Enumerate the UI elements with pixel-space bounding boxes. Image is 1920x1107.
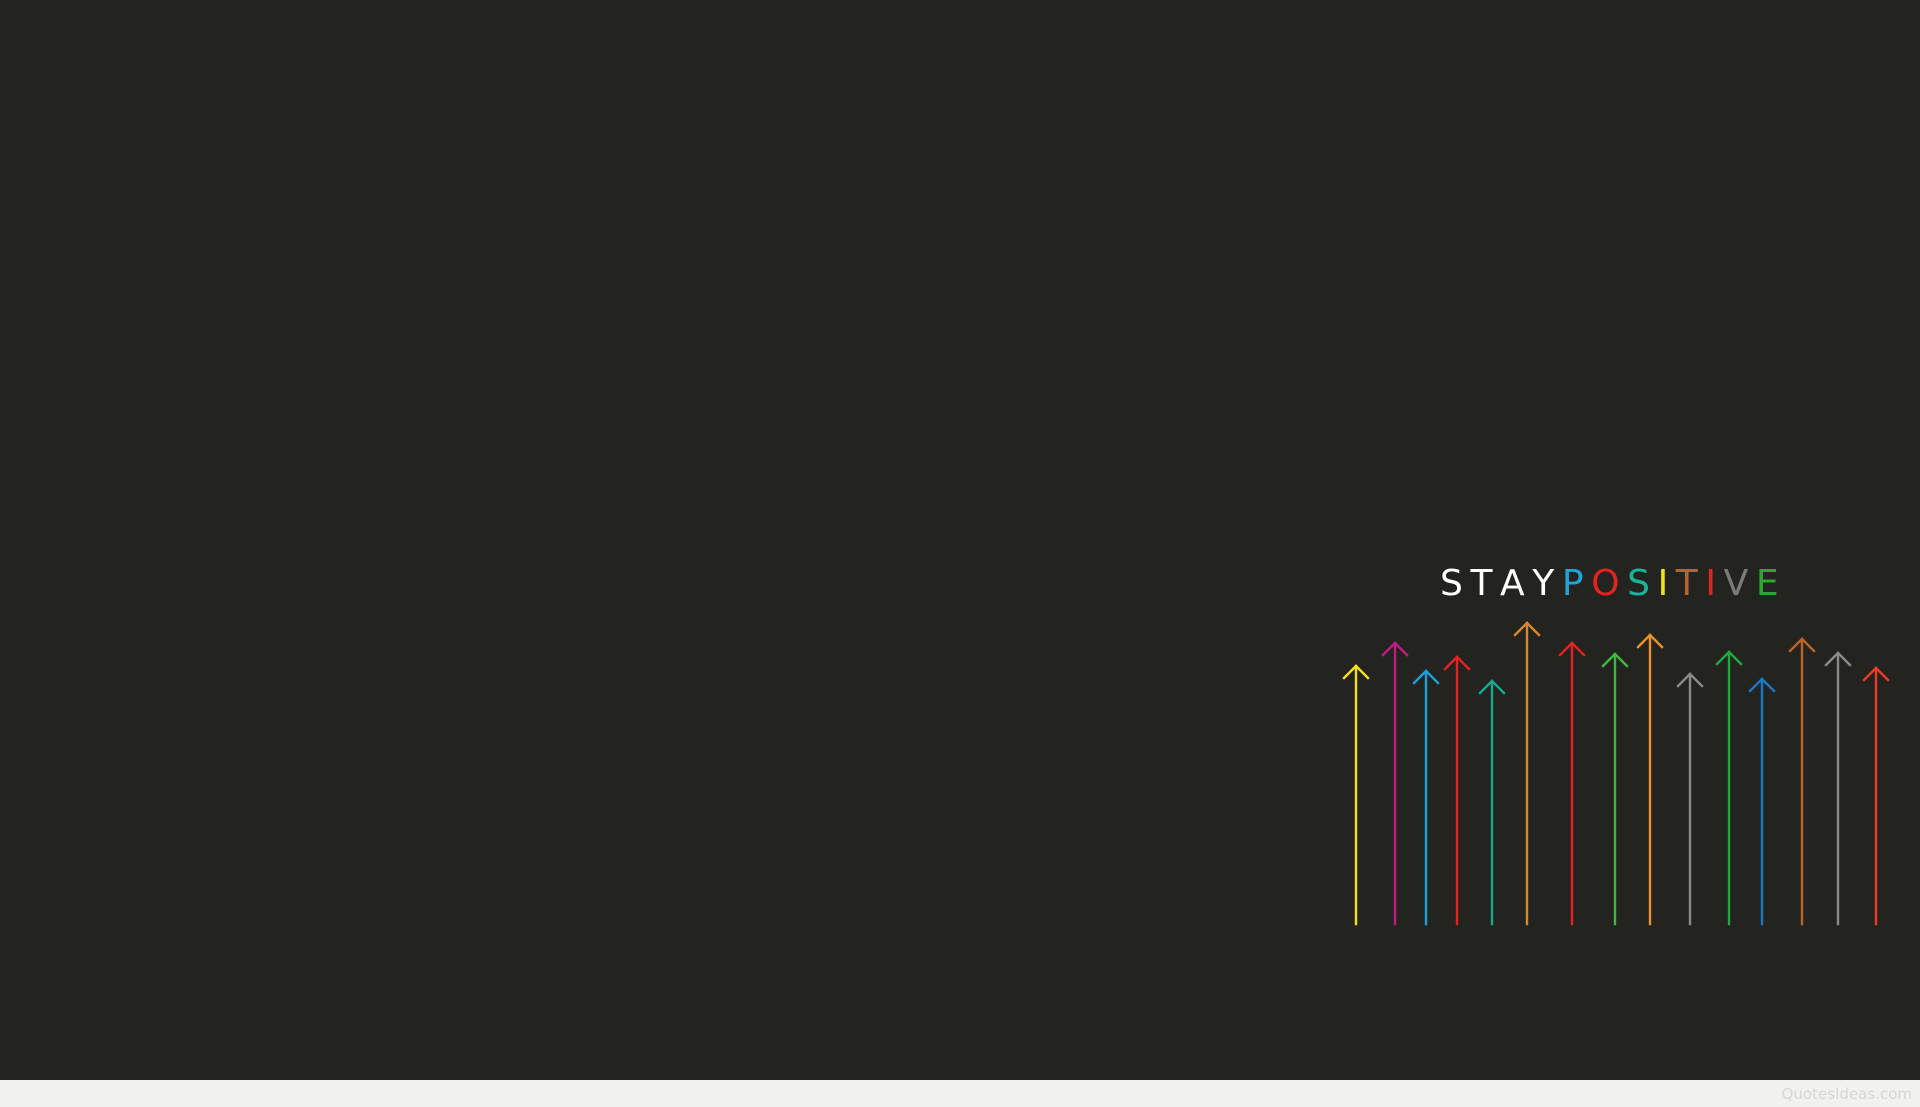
headline-letter: E [1755, 563, 1787, 604]
arrow-red [1443, 655, 1471, 926]
arrow-red-orange [1862, 666, 1890, 926]
arrow-sky-blue [1412, 669, 1440, 926]
headline-letter: P [1561, 563, 1592, 604]
arrows-illustration [1342, 621, 1890, 926]
headline-letter: I [1657, 563, 1676, 604]
headline-letter: O [1591, 563, 1628, 604]
arrow-magenta [1381, 641, 1409, 926]
wallpaper-background [0, 0, 1920, 1080]
arrow-orange [1513, 621, 1541, 926]
arrow-green [1601, 652, 1629, 926]
arrow-red-2 [1558, 641, 1586, 926]
arrow-green-2 [1715, 650, 1743, 926]
watermark-text: QuotesIdeas.com [1781, 1085, 1912, 1103]
arrow-gray [1676, 672, 1704, 926]
headline-letter: V [1723, 563, 1756, 604]
arrow-blue [1748, 677, 1776, 926]
arrow-gray-2 [1824, 651, 1852, 926]
footer-bar [0, 1080, 1920, 1107]
headline-letter: A [1500, 563, 1533, 604]
headline-letter: S [1440, 563, 1471, 604]
arrow-brown [1788, 637, 1816, 926]
arrow-yellow [1342, 664, 1370, 926]
arrow-teal [1478, 679, 1506, 926]
stay-positive-headline: STAYPOSITIVE [1440, 562, 1784, 606]
headline-letter: T [1470, 563, 1501, 604]
arrow-orange-2 [1636, 633, 1664, 926]
headline-letter: T [1675, 563, 1706, 604]
headline-letter: I [1705, 563, 1724, 604]
headline-letter: S [1627, 563, 1658, 604]
headline-letter: Y [1532, 563, 1562, 604]
